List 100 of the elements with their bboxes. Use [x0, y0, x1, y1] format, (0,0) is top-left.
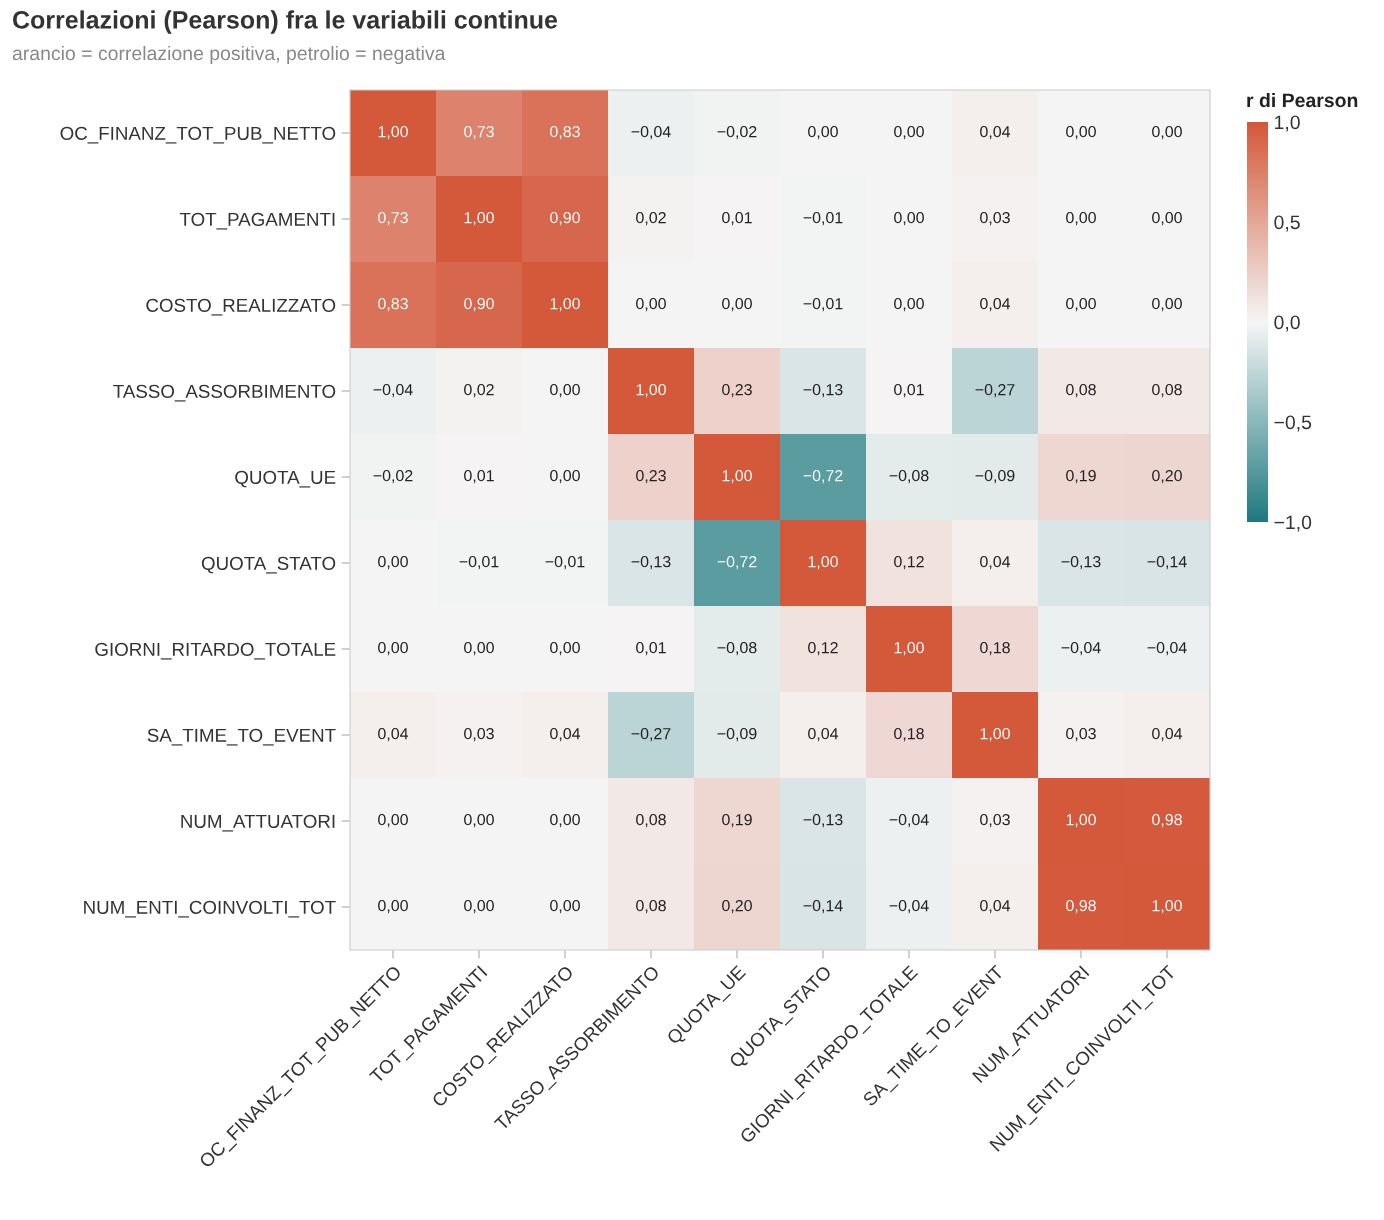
data-label: −0,72 — [717, 555, 757, 570]
data-label: 1,00 — [1066, 813, 1096, 828]
data-label: 0,23 — [636, 469, 666, 484]
data-label: −0,72 — [803, 469, 843, 484]
data-label: 0,00 — [378, 555, 408, 570]
data-label: 1,00 — [464, 211, 494, 226]
data-label: 1,00 — [550, 297, 580, 312]
data-label: 0,20 — [1152, 469, 1182, 484]
data-label: 0,00 — [1066, 297, 1096, 312]
data-label: 0,00 — [464, 899, 494, 914]
data-label: 0,04 — [980, 555, 1011, 570]
data-label: −0,01 — [459, 555, 499, 570]
color-bar-title: r di Pearson — [1247, 92, 1358, 108]
data-label: 0,03 — [1066, 727, 1096, 742]
data-label: −0,13 — [1061, 555, 1101, 570]
data-label: 0,04 — [378, 727, 409, 742]
data-label: 0,00 — [464, 813, 494, 828]
color-bar-label: 0,0 — [1274, 315, 1300, 332]
data-label: 0,98 — [1066, 899, 1096, 914]
data-label: 0,00 — [1066, 125, 1096, 140]
data-label: 0,00 — [894, 125, 924, 140]
data-label: 0,00 — [1066, 211, 1096, 226]
y-tick-label: QUOTA_STATO — [201, 556, 336, 574]
y-tick-label: TASSO_ASSORBIMENTO — [113, 384, 336, 402]
data-label: 1,00 — [1152, 899, 1182, 914]
data-label: 0,02 — [636, 211, 666, 226]
color-bar-label: 0,5 — [1274, 215, 1300, 232]
chart-title: Correlazioni (Pearson) fra le variabili continue — [13, 10, 558, 34]
data-label: 0,00 — [550, 383, 580, 398]
data-label: 1,00 — [722, 469, 752, 484]
data-label: −0,04 — [889, 899, 929, 914]
data-label: 0,00 — [378, 899, 408, 914]
data-label: 0,00 — [464, 641, 494, 656]
data-label: 0,23 — [722, 383, 752, 398]
data-label: 0,00 — [1152, 125, 1182, 140]
data-label: −0,04 — [631, 125, 671, 140]
y-tick-label: SA_TIME_TO_EVENT — [147, 728, 336, 746]
data-label: −0,13 — [803, 383, 843, 398]
y-tick-label: TOT_PAGAMENTI — [179, 212, 335, 230]
data-label: 0,90 — [550, 211, 580, 226]
color-bar-label: −0,5 — [1274, 415, 1312, 432]
data-label: 0,08 — [1152, 383, 1182, 398]
data-label: −0,09 — [717, 727, 757, 742]
data-label: 0,00 — [808, 125, 838, 140]
data-label: 0,04 — [980, 125, 1011, 140]
data-label: −0,04 — [889, 813, 929, 828]
data-label: −0,08 — [889, 469, 929, 484]
data-label: 0,73 — [378, 211, 408, 226]
data-label: 0,00 — [550, 641, 580, 656]
data-label: 0,03 — [980, 813, 1010, 828]
data-label: 0,00 — [1152, 297, 1182, 312]
data-label: −0,01 — [803, 211, 843, 226]
data-label: 0,08 — [636, 813, 666, 828]
data-label: 0,03 — [464, 727, 494, 742]
y-tick-label: OC_FINANZ_TOT_PUB_NETTO — [60, 126, 336, 144]
data-label: −0,14 — [803, 899, 843, 914]
data-label: −0,27 — [975, 383, 1015, 398]
data-label: 0,04 — [1152, 727, 1183, 742]
data-label: 0,01 — [464, 469, 494, 484]
data-label: −0,02 — [373, 469, 413, 484]
data-label: 0,98 — [1152, 813, 1182, 828]
data-label: 0,04 — [980, 899, 1011, 914]
y-tick-label: QUOTA_UE — [235, 470, 336, 488]
data-label: −0,08 — [717, 641, 757, 656]
data-label: −0,04 — [1061, 641, 1101, 656]
data-label: −0,13 — [631, 555, 671, 570]
data-label: 0,19 — [1066, 469, 1096, 484]
color-bar-label: 1,0 — [1275, 115, 1300, 132]
data-label: −0,01 — [545, 555, 585, 570]
data-label: −0,13 — [803, 813, 843, 828]
data-label: 0,73 — [464, 125, 494, 140]
data-label: −0,04 — [373, 383, 413, 398]
data-label: 0,00 — [378, 813, 408, 828]
data-label: −0,09 — [975, 469, 1015, 484]
data-label: 0,01 — [722, 211, 752, 226]
color-bar-label: −1,0 — [1274, 515, 1312, 532]
y-tick-label: GIORNI_RITARDO_TOTALE — [95, 642, 336, 660]
data-label: −0,14 — [1147, 555, 1187, 570]
y-tick-label: NUM_ATTUATORI — [181, 814, 335, 832]
data-label: 0,00 — [550, 899, 580, 914]
data-label: 0,12 — [808, 641, 838, 656]
data-label: 0,00 — [378, 641, 408, 656]
data-label: −0,01 — [803, 297, 843, 312]
data-label: 0,00 — [550, 813, 580, 828]
chart-subtitle: arancio = correlazione positiva, petrolio = negativa — [12, 45, 446, 65]
data-label: 0,00 — [1152, 211, 1182, 226]
data-label: 0,90 — [464, 297, 494, 312]
data-label: −0,27 — [631, 727, 671, 742]
data-label: 1,00 — [980, 727, 1010, 742]
data-label: 0,02 — [464, 383, 494, 398]
y-tick-label: NUM_ENTI_COINVOLTI_TOT — [84, 900, 336, 918]
data-label: 0,00 — [636, 297, 666, 312]
data-label: 0,00 — [894, 211, 924, 226]
data-label: 0,01 — [894, 383, 924, 398]
data-label: 0,08 — [636, 899, 666, 914]
data-label: 0,01 — [636, 641, 666, 656]
data-label: −0,02 — [717, 125, 757, 140]
data-label: 0,19 — [722, 813, 752, 828]
data-label: 0,04 — [980, 297, 1011, 312]
data-label: 0,00 — [894, 297, 924, 312]
